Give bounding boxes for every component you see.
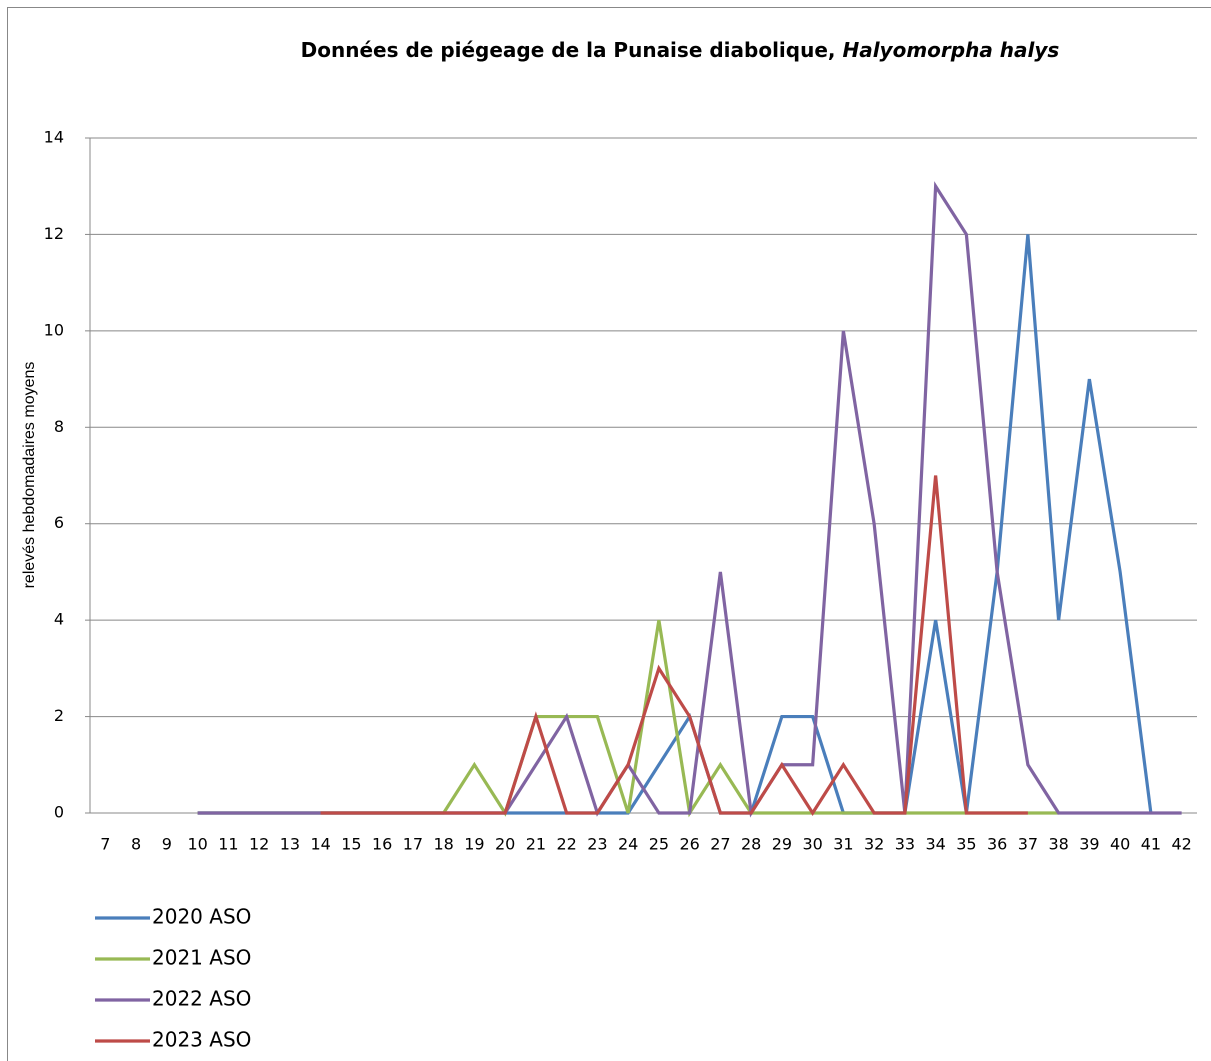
y-tick-label: 12 — [44, 224, 64, 243]
y-axis-label: relevés hebdomadaires moyens — [21, 362, 38, 589]
x-tick-label: 16 — [372, 835, 392, 854]
x-tick-label: 10 — [187, 835, 207, 854]
x-tick-label: 37 — [1018, 835, 1038, 854]
x-tick-label: 30 — [802, 835, 822, 854]
x-tick-label: 26 — [679, 835, 699, 854]
title-text: Données de piégeage de la Punaise diabol… — [300, 38, 836, 62]
x-tick-label: 39 — [1079, 835, 1099, 854]
chart-title: Données de piégeage de la Punaise diabol… — [220, 38, 1140, 63]
x-tick-label: 23 — [587, 835, 607, 854]
x-tick-label: 8 — [131, 835, 141, 854]
legend-label: 2020 ASO — [152, 905, 251, 929]
legend-label: 2022 ASO — [152, 987, 251, 1011]
x-tick-label: 28 — [741, 835, 761, 854]
x-tick-label: 38 — [1048, 835, 1068, 854]
x-tick-label: 13 — [280, 835, 300, 854]
x-tick-label: 19 — [464, 835, 484, 854]
x-tick-label: 40 — [1110, 835, 1130, 854]
x-tick-label: 15 — [341, 835, 361, 854]
y-tick-label: 10 — [44, 320, 64, 339]
x-tick-label: 17 — [403, 835, 423, 854]
x-tick-label: 27 — [710, 835, 730, 854]
x-tick-label: 32 — [864, 835, 884, 854]
title-italic: Halyomorpha halys — [842, 38, 1060, 62]
x-tick-label: 14 — [310, 835, 330, 854]
x-tick-label: 34 — [925, 835, 945, 854]
legend-label: 2023 ASO — [152, 1028, 251, 1052]
x-tick-label: 20 — [495, 835, 515, 854]
x-tick-label: 18 — [433, 835, 453, 854]
x-tick-label: 25 — [649, 835, 669, 854]
y-tick-label: 0 — [54, 803, 64, 822]
y-tick-label: 14 — [44, 128, 64, 147]
y-tick-label: 4 — [54, 610, 64, 629]
y-tick-label: 6 — [54, 513, 64, 532]
x-tick-label: 9 — [162, 835, 172, 854]
x-tick-label: 35 — [956, 835, 976, 854]
y-tick-label: 2 — [54, 706, 64, 725]
legend-label: 2021 ASO — [152, 946, 251, 970]
x-tick-label: 42 — [1171, 835, 1191, 854]
x-tick-label: 24 — [618, 835, 638, 854]
x-tick-label: 33 — [895, 835, 915, 854]
chart-frame — [7, 7, 1211, 1061]
x-tick-label: 22 — [556, 835, 576, 854]
x-tick-label: 12 — [249, 835, 269, 854]
y-tick-label: 8 — [54, 417, 64, 436]
x-tick-label: 21 — [526, 835, 546, 854]
x-tick-label: 11 — [218, 835, 238, 854]
series-line — [320, 475, 1028, 816]
x-tick-label: 41 — [1141, 835, 1161, 854]
x-tick-label: 36 — [987, 835, 1007, 854]
x-tick-label: 7 — [100, 835, 110, 854]
x-tick-label: 29 — [772, 835, 792, 854]
x-tick-label: 31 — [833, 835, 853, 854]
